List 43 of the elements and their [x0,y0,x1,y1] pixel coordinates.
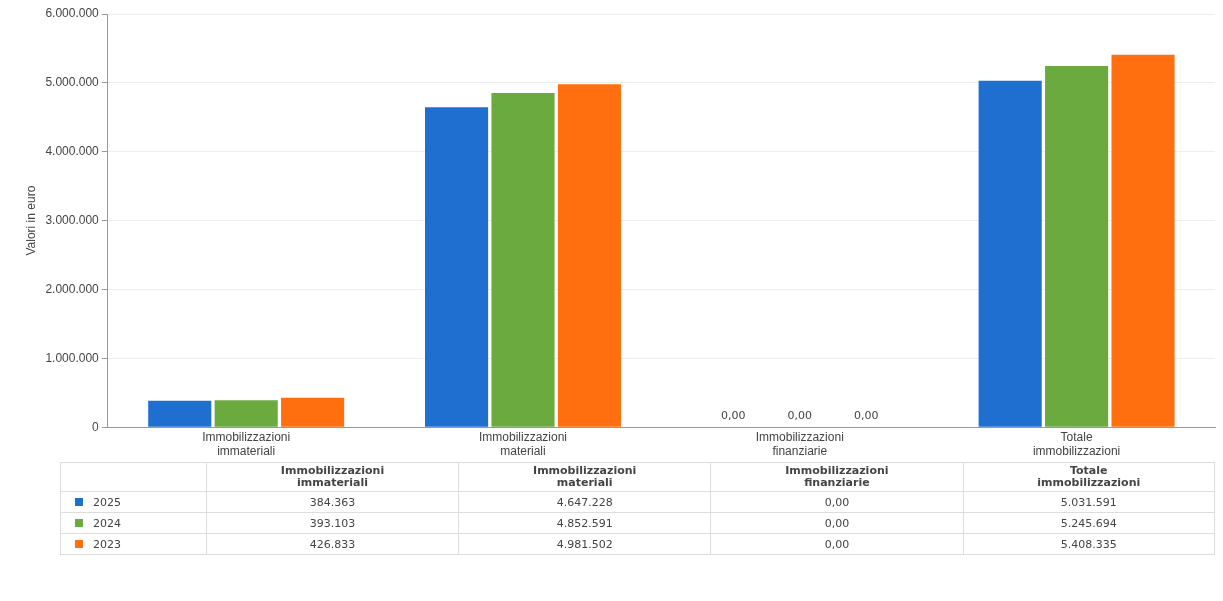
data-label: 384.363 [206,491,459,513]
y-tick-label: 2.000.000 [45,281,100,296]
y-tick-label: 3.000.000 [45,212,100,227]
bar [557,84,621,427]
legend-label: 2023 [60,533,207,555]
data-label: 426.833 [206,533,459,555]
text: 0,00 [721,409,746,423]
bar [978,80,1042,427]
y-axis-title: Valori in euro [23,185,38,256]
bar [425,107,489,427]
category-label: Immobilizzazioni immateriali [280,464,385,489]
data-label: 0,00 [710,512,963,534]
category-label: Totale immobilizzazioni [1037,464,1141,489]
text: 0,00 [853,409,879,423]
bar [214,400,278,427]
y-tick-label: 1.000.000 [45,350,100,365]
legend-label: 2025 [60,491,207,513]
data-label: 4.852.591 [458,512,711,534]
data-label: 5.245.694 [963,512,1215,534]
bar [148,400,212,427]
category-label: Immobilizzazioni finanziarie [785,464,889,489]
x-tick-label: Totale immobilizzazioni [1032,429,1121,459]
y-tick-label: 6.000.000 [45,6,100,21]
data-label: 0,00 [710,533,963,555]
data-label: 5.031.591 [963,491,1215,513]
bar [281,397,345,427]
legend-label: 2024 [60,512,207,534]
data-label: 4.647.228 [458,491,711,513]
text: 0,00 [787,409,813,423]
bar [1045,65,1109,427]
y-tick-label: 0 [92,419,100,434]
bar [1111,54,1175,427]
x-tick-label: Immobilizzazioni materiali [478,429,568,459]
bar [491,93,555,427]
y-tick-label: 4.000.000 [45,144,100,159]
data-label: 0,00 [710,491,963,513]
x-tick-label: Immobilizzazioni finanziarie [755,429,844,459]
data-label: 4.981.502 [458,533,711,555]
x-tick-label: Immobilizzazioni immateriali [202,429,291,459]
data-label: 393.103 [206,512,459,534]
category-label: Immobilizzazioni materiali [533,464,637,489]
y-tick-label: 5.000.000 [45,75,100,90]
data-label: 5.408.335 [963,533,1215,555]
